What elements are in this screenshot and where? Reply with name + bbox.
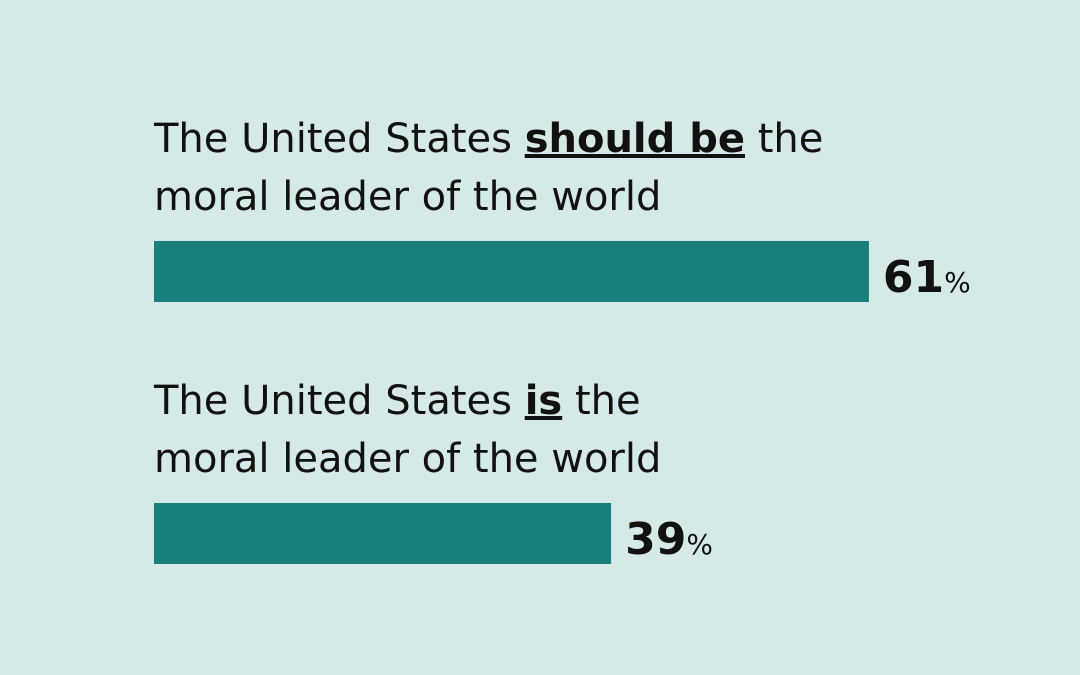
value-label: 39% (625, 514, 713, 565)
value-label: 61% (883, 252, 971, 303)
label-part: the (758, 116, 824, 162)
label-part: should be (525, 116, 745, 162)
label-part: The United States (153, 378, 512, 424)
bar (154, 241, 869, 302)
label-part: The United States (153, 116, 512, 162)
label-part: the (575, 378, 641, 424)
category-label: The United States should be the (153, 116, 823, 162)
category-label: moral leader of the world (154, 436, 661, 482)
label-part: is (525, 378, 563, 424)
category-label: moral leader of the world (154, 174, 661, 220)
bar (154, 503, 612, 564)
category-label: The United States is the (153, 378, 641, 424)
